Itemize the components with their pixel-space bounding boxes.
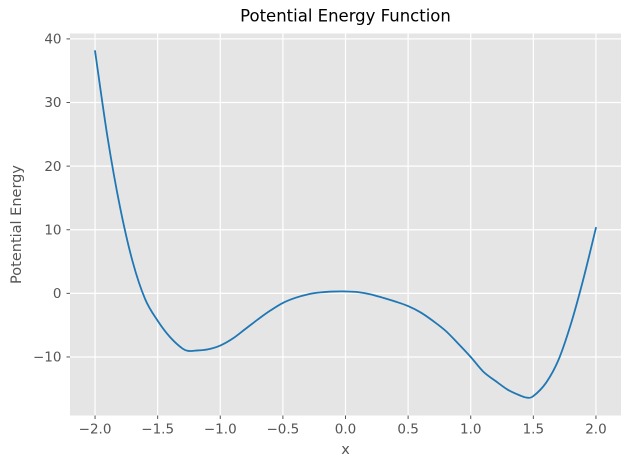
x-tick-label: −2.0 [79,422,112,438]
chart-title: Potential Energy Function [240,7,451,26]
tick-marks [66,38,597,419]
y-tick-labels: −10 0 10 20 30 40 [33,32,62,366]
x-tick-label: 1.0 [460,422,481,438]
y-tick-label: 10 [44,222,61,238]
x-tick-label: −1.0 [204,422,237,438]
y-tick-label: 40 [44,32,61,48]
potential-energy-curve [94,50,597,399]
y-tick-label: 0 [53,286,62,302]
x-tick-labels: −2.0 −1.5 −1.0 −0.5 0.0 0.5 1.0 1.5 2.0 [79,422,607,438]
y-tick-label: −10 [33,350,62,366]
grid-lines [70,33,621,416]
x-tick-label: 0.0 [335,422,356,438]
x-tick-label: 1.5 [523,422,544,438]
x-tick-label: −0.5 [266,422,299,438]
x-axis-label: x [341,442,350,458]
y-tick-label: 30 [44,95,61,111]
y-axis-label: Potential Energy [9,165,25,284]
x-tick-label: 2.0 [585,422,606,438]
y-tick-label: 20 [44,159,61,175]
x-tick-label: 0.5 [397,422,418,438]
x-tick-label: −1.5 [141,422,174,438]
